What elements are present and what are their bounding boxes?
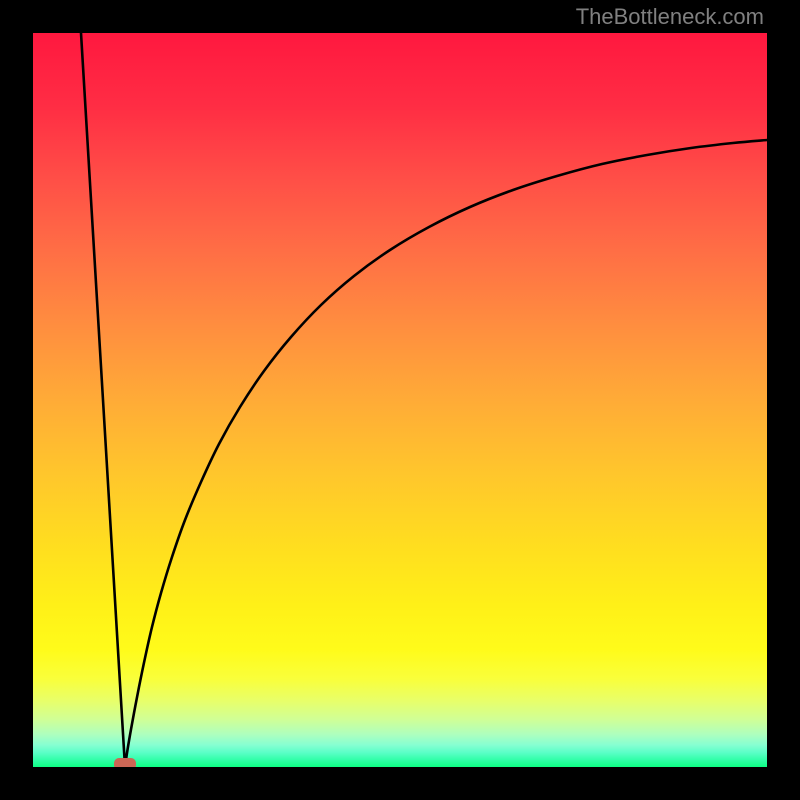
curve-left-branch (81, 33, 125, 767)
chart-container: TheBottleneck.com (0, 0, 800, 800)
watermark-text: TheBottleneck.com (576, 4, 764, 30)
bottleneck-curve (33, 33, 767, 767)
nadir-marker (114, 758, 136, 767)
plot-area (33, 33, 767, 767)
curve-right-branch (125, 140, 767, 767)
